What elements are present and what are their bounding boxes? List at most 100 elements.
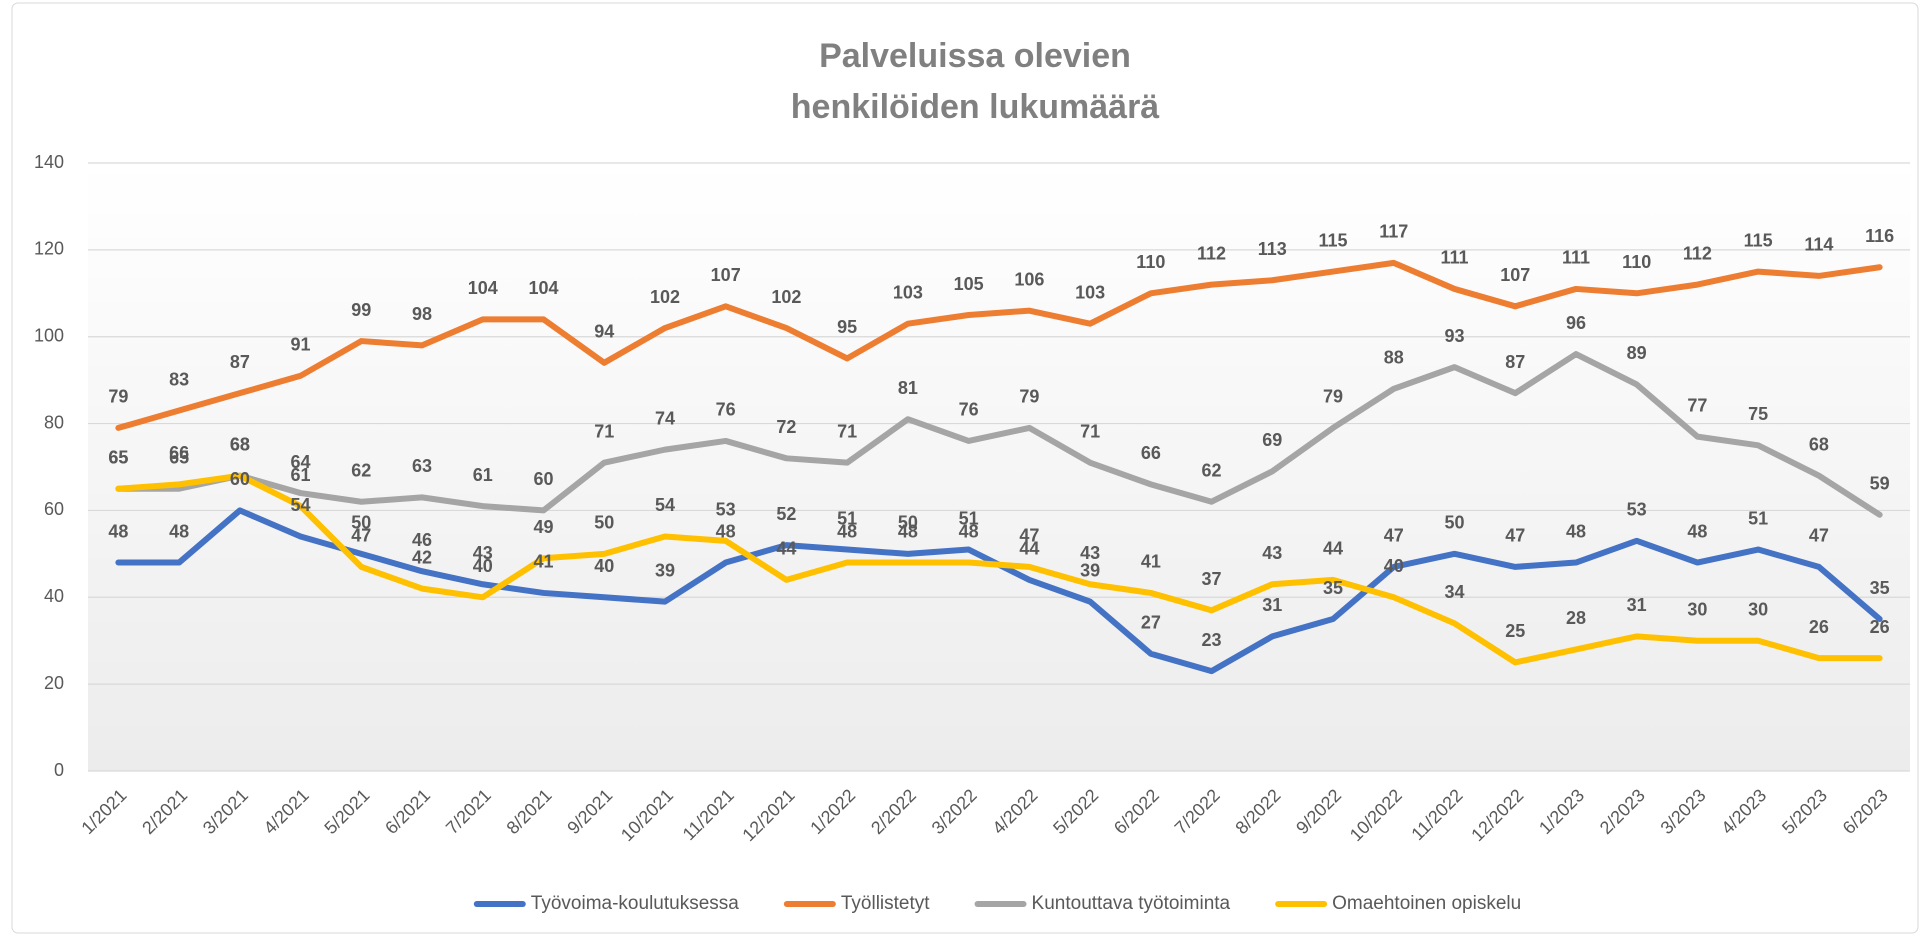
data-label: 65 [169, 447, 189, 467]
data-label: 48 [959, 521, 979, 541]
data-label: 51 [959, 508, 979, 528]
data-label: 103 [1075, 282, 1105, 302]
data-label: 62 [1202, 460, 1222, 480]
data-label: 43 [1262, 543, 1282, 563]
plot-area [88, 163, 1910, 771]
data-label: 66 [169, 443, 189, 463]
legend-label: Kuntouttava työtoiminta [1032, 893, 1231, 914]
y-tick-label: 120 [34, 239, 64, 259]
data-label: 76 [716, 400, 736, 420]
data-label: 50 [594, 513, 614, 533]
data-label: 63 [412, 456, 432, 476]
data-label: 91 [291, 335, 311, 355]
data-label: 44 [1019, 539, 1039, 559]
data-label: 50 [1444, 513, 1464, 533]
data-label: 112 [1197, 243, 1226, 263]
data-label: 66 [1141, 443, 1161, 463]
data-label: 52 [776, 504, 796, 524]
data-label: 40 [473, 556, 493, 576]
data-label: 116 [1865, 226, 1894, 246]
data-label: 103 [893, 282, 923, 302]
y-tick-label: 40 [44, 586, 64, 606]
data-label: 83 [169, 369, 189, 389]
data-label: 48 [837, 521, 857, 541]
data-label: 107 [1500, 265, 1530, 285]
data-label: 43 [1080, 543, 1100, 563]
data-label: 89 [1627, 343, 1647, 363]
data-label: 47 [1384, 526, 1404, 546]
data-label: 79 [1323, 387, 1343, 407]
data-label: 111 [1562, 248, 1590, 268]
data-label: 48 [108, 521, 128, 541]
data-label: 31 [1262, 595, 1282, 615]
data-label: 37 [1202, 569, 1222, 589]
data-label: 106 [1014, 269, 1044, 289]
data-label: 51 [1748, 508, 1768, 528]
data-label: 98 [412, 304, 432, 324]
data-label: 50 [351, 513, 371, 533]
data-label: 68 [1809, 434, 1829, 454]
y-tick-label: 80 [44, 412, 64, 432]
legend-label: Työllistetyt [841, 893, 930, 914]
data-label: 41 [1141, 552, 1161, 572]
y-tick-label: 100 [34, 325, 64, 345]
data-label: 71 [1080, 421, 1100, 441]
data-label: 64 [291, 452, 311, 472]
data-label: 53 [1627, 500, 1647, 520]
data-label: 72 [776, 417, 796, 437]
data-label: 47 [1505, 526, 1525, 546]
y-tick-label: 0 [54, 760, 64, 780]
data-label: 68 [230, 434, 250, 454]
data-label: 95 [837, 317, 857, 337]
data-label: 28 [1566, 608, 1586, 628]
data-label: 44 [1323, 539, 1343, 559]
data-label: 112 [1683, 243, 1712, 263]
data-label: 35 [1870, 578, 1890, 598]
data-label: 61 [291, 465, 311, 485]
data-label: 44 [776, 539, 796, 559]
data-label: 77 [1687, 395, 1707, 415]
series-line [115, 472, 1883, 666]
data-label: 111 [1440, 248, 1468, 268]
data-label: 53 [716, 500, 736, 520]
data-label: 48 [1687, 521, 1707, 541]
data-label: 30 [1748, 599, 1768, 619]
data-label: 105 [954, 274, 984, 294]
data-label: 46 [412, 530, 432, 550]
legend-label: Työvoima-koulutuksessa [531, 893, 739, 914]
data-label: 71 [837, 421, 857, 441]
data-label: 79 [108, 387, 128, 407]
data-label: 110 [1622, 252, 1651, 272]
data-label: 43 [473, 543, 493, 563]
data-label: 94 [594, 322, 614, 342]
data-label: 69 [1262, 430, 1282, 450]
data-label: 51 [837, 508, 857, 528]
data-label: 87 [230, 352, 250, 372]
series-line [115, 351, 1883, 518]
data-label: 49 [533, 517, 553, 537]
data-label: 30 [1687, 599, 1707, 619]
data-label: 104 [468, 278, 498, 298]
data-label: 27 [1141, 612, 1161, 632]
data-label: 87 [1505, 352, 1525, 372]
data-label: 50 [898, 513, 918, 533]
data-label: 39 [655, 560, 675, 580]
data-label: 107 [711, 265, 741, 285]
data-label: 113 [1258, 239, 1287, 259]
data-label: 48 [898, 521, 918, 541]
data-label: 102 [771, 287, 801, 307]
y-tick-label: 20 [44, 673, 64, 693]
data-label: 115 [1744, 230, 1773, 250]
data-label: 40 [1384, 556, 1404, 576]
data-label: 79 [1019, 387, 1039, 407]
data-label: 48 [1566, 521, 1586, 541]
data-label: 39 [1080, 560, 1100, 580]
data-label: 48 [716, 521, 736, 541]
data-label: 41 [533, 552, 553, 572]
data-label: 47 [1809, 526, 1829, 546]
data-label: 60 [230, 469, 250, 489]
data-label: 61 [473, 465, 493, 485]
data-label: 74 [655, 408, 675, 428]
data-label: 115 [1319, 230, 1348, 250]
data-label: 34 [1444, 582, 1464, 602]
